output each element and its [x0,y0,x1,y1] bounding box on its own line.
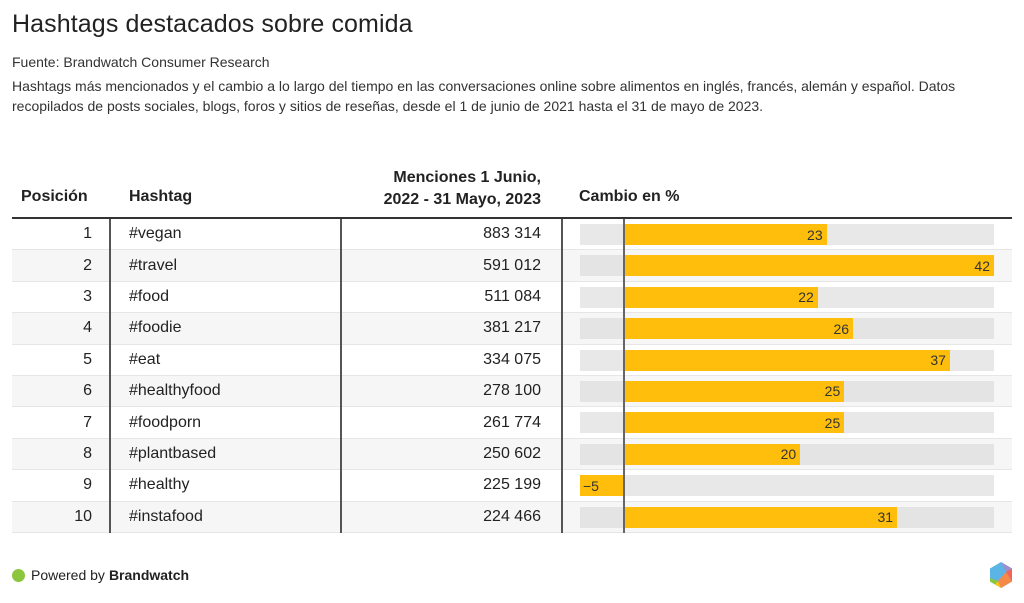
change-bar [624,318,854,340]
chart-title: Hashtags destacados sobre comida [12,10,413,38]
change-bar-label: 25 [824,383,841,400]
chart-description: Hashtags más mencionados y el cambio a l… [12,78,956,114]
column-header-hashtag: Hashtag [129,188,193,205]
position-cell: 2 [83,256,92,274]
change-bar [580,475,625,497]
change-bar-label: 42 [974,257,990,274]
column-header-mentions-line1: Menciones 1 Junio, [393,169,541,186]
change-bar-label: 20 [780,446,797,463]
hashtag-cell: #vegan [129,225,182,243]
change-bar [624,412,845,434]
hashtag-cell: #foodporn [129,413,202,431]
table-row: 4 #foodie 381 217 26 [12,313,1012,345]
change-bar [624,506,898,528]
hashtag-cell: #healthy [129,476,190,494]
table-row: 9 #healthy 225 199 −5 [12,470,1012,502]
change-bar-label: 23 [807,226,823,243]
table-body: 1 #vegan 883 314 23 2 #travel 591 012 42 3 #food 5… [12,219,1012,533]
change-bar [624,380,845,402]
change-bar-label: 26 [833,320,850,337]
change-bar-label: 25 [824,414,841,431]
position-cell: 9 [83,476,92,494]
column-header-mentions-line2: 2022 - 31 Mayo, 2023 [383,191,541,208]
mentions-cell: 225 199 [483,476,541,494]
table-row: 8 #plantbased 250 602 20 [12,438,1012,471]
column-divider [561,219,563,533]
column-divider [109,219,111,533]
table-row: 10 #instafood 224 466 31 [12,501,1012,533]
column-divider [340,219,342,533]
hashtag-cell: #plantbased [129,444,217,462]
mentions-cell: 261 774 [483,413,541,431]
position-cell: 4 [83,319,92,337]
position-cell: 8 [83,444,92,462]
change-bar [624,443,801,465]
table-row: 6 #healthyfood 278 100 25 [12,375,1012,408]
change-bar [624,224,827,245]
position-cell: 5 [83,350,92,368]
table-row: 1 #vegan 883 314 23 [12,219,1012,251]
table-row: 2 #travel 591 012 42 [12,250,1012,282]
position-cell: 7 [83,413,92,431]
change-bar-label: 22 [798,289,814,306]
bar-track [580,475,994,497]
brandwatch-logo-icon[interactable] [989,561,1013,589]
column-header-mentions: Menciones 1 Junio, 2022 - 31 Mayo, 2023 [384,167,541,211]
column-header-change: Cambio en % [579,188,680,205]
hashtag-cell: #food [129,287,170,305]
change-bar-label: 31 [877,509,894,526]
source-line: Fuente: Brandwatch Consumer Research [12,54,270,70]
zero-baseline [623,219,625,533]
change-bar-label: 37 [930,352,946,369]
mentions-cell: 334 075 [483,350,541,368]
hashtag-cell: #travel [129,256,178,274]
table-row: 5 #eat 334 075 37 [12,345,1012,376]
status-dot-icon [12,568,25,582]
hashtag-cell: #eat [129,350,161,368]
hashtag-cell: #healthyfood [129,382,221,400]
header-rule [12,217,1012,219]
change-bar [624,286,818,308]
mentions-cell: 250 602 [483,444,541,462]
mentions-cell: 381 217 [483,319,541,337]
change-bar [624,255,994,277]
position-cell: 6 [83,382,92,400]
brand-name: Brandwatch [108,567,190,583]
change-bar-label: −5 [583,477,599,494]
position-cell: 10 [74,507,92,525]
mentions-cell: 278 100 [483,382,541,400]
position-cell: 3 [83,287,92,305]
table-row: 7 #foodporn 261 774 25 [12,407,1012,439]
mentions-cell: 511 084 [484,287,541,305]
mentions-cell: 224 466 [483,507,541,525]
change-bar [624,349,950,371]
table-row: 3 #food 511 084 22 [12,282,1012,314]
mentions-cell: 591 012 [483,256,541,274]
hashtag-cell: #foodie [129,319,182,337]
column-header-position: Posición [21,188,88,205]
hashtag-cell: #instafood [129,507,203,525]
position-cell: 1 [83,225,92,243]
powered-by-text: Powered by [31,567,105,583]
mentions-cell: 883 314 [483,225,541,243]
footer: Powered by Brandwatch [12,567,189,583]
